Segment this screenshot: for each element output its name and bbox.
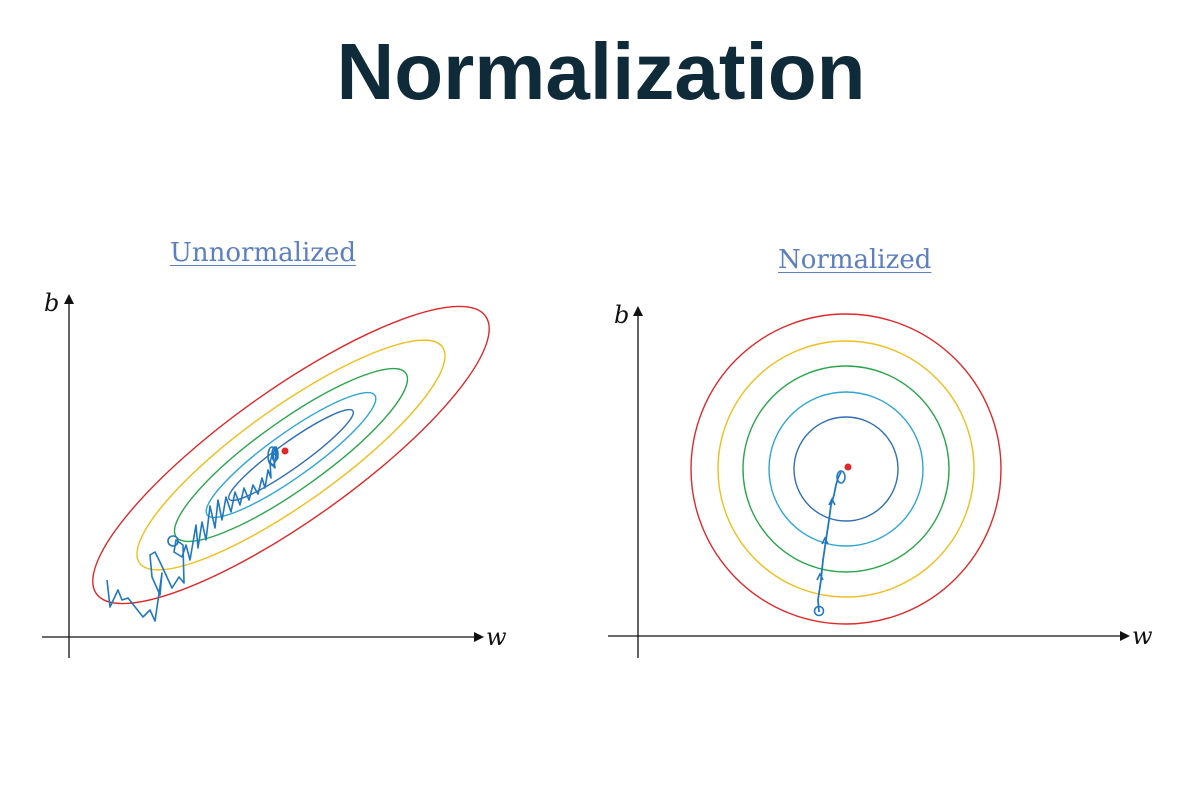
right-descent-tick-2 [821,536,829,545]
right-contour-blue [793,416,899,522]
slide-title: Normalization [336,27,866,116]
right-contour-red [690,313,1002,625]
normalized-panel: w b [608,301,1153,658]
right-descent-tick-3 [828,497,836,506]
right-contours [690,313,1002,625]
right-descent-loops [813,470,846,617]
left-x-axis-label: w [486,623,507,651]
right-descent-path [817,471,842,613]
right-contour-cyan [768,391,924,547]
right-y-axis-label: b [614,301,629,329]
left-contours [92,305,490,605]
left-descent-loops [167,446,279,547]
unnormalized-panel: w b [42,289,507,658]
left-contour-cyan [205,391,377,519]
right-descent-tick-1 [816,572,824,581]
right-contour-green [742,365,950,573]
left-y-axis-label: b [44,289,59,317]
left-contour-red [92,305,490,605]
left-contour-yellow [136,339,446,571]
right-minimum-point [844,463,852,471]
left-contour-blue [227,408,355,502]
left-minimum-point [281,447,289,455]
right-x-axis-label: w [1132,622,1153,650]
right-contour-yellow [717,340,975,598]
left-descent-path [106,446,279,622]
normalized-title: Normalized [778,245,932,275]
unnormalized-title: Unnormalized [170,238,356,268]
